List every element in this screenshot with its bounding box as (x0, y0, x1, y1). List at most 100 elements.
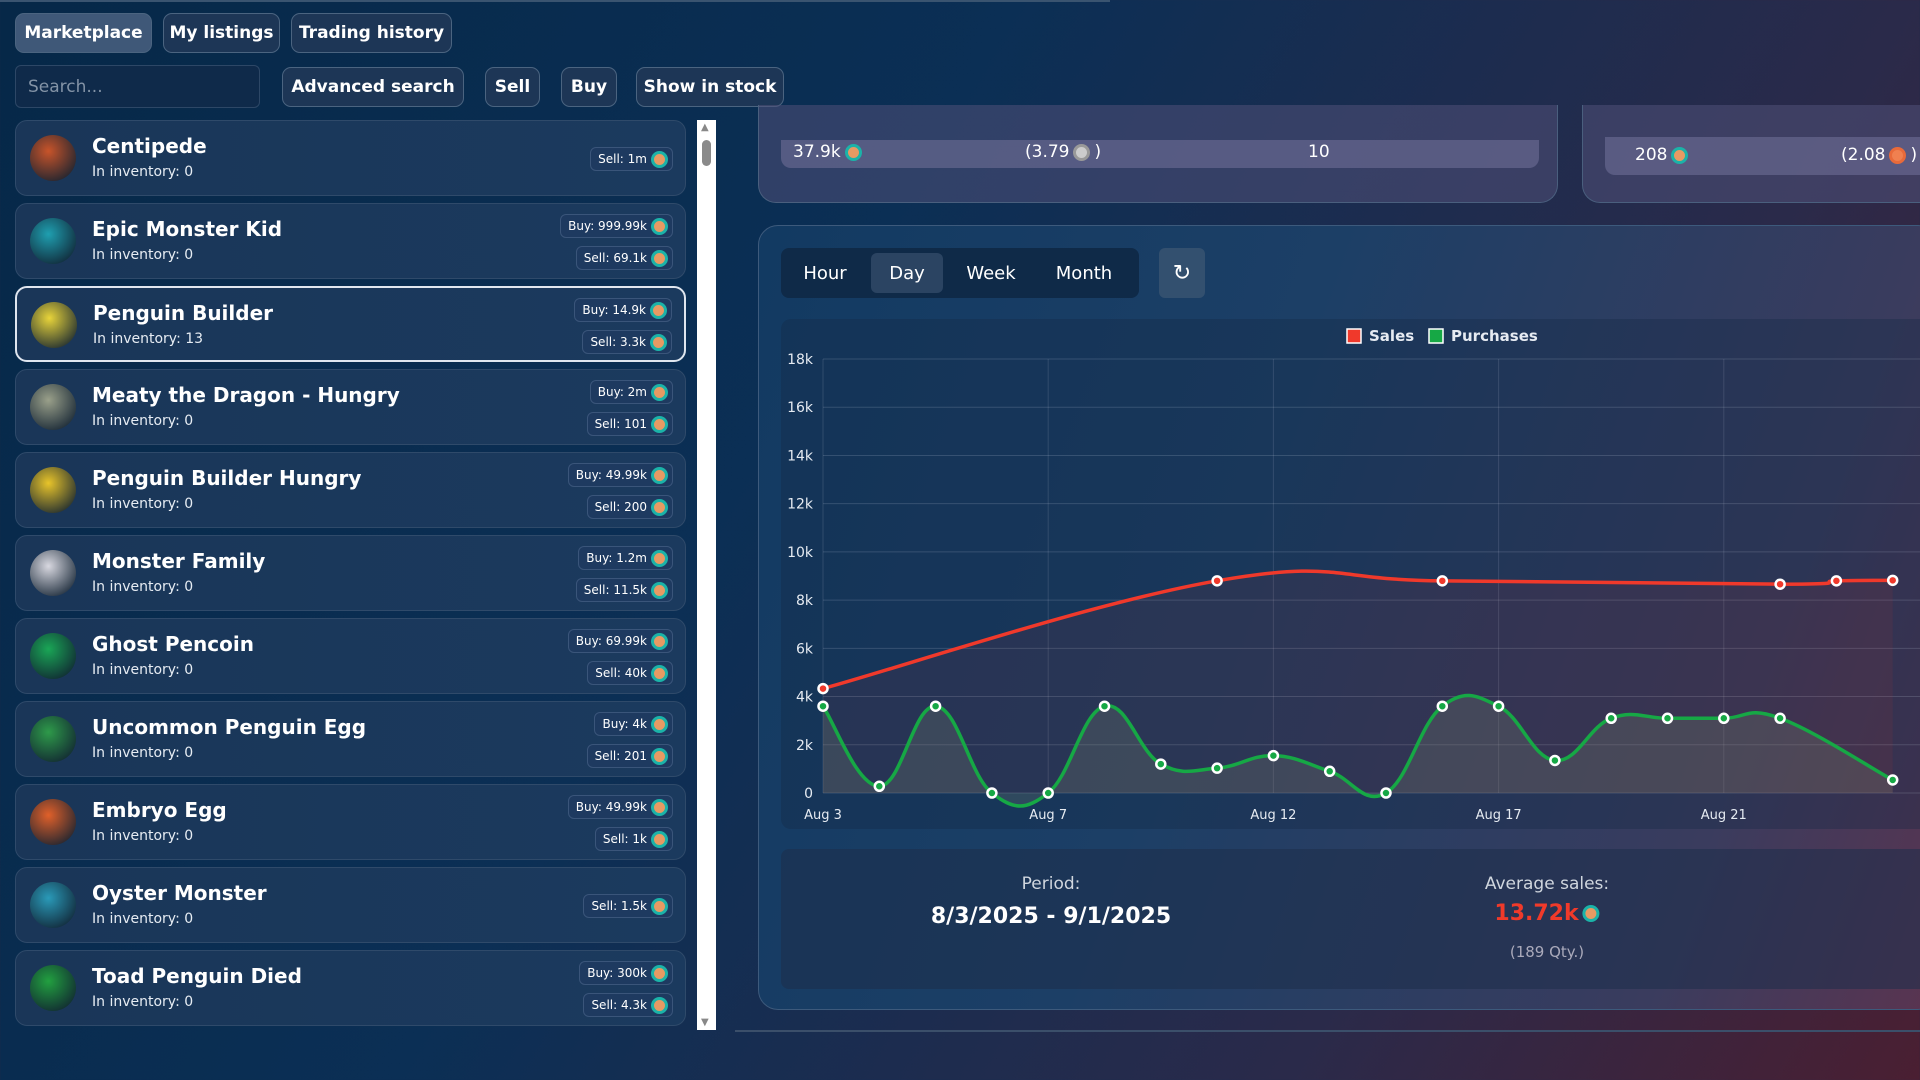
data-point-purchases (1661, 712, 1674, 725)
sell-price-badge[interactable]: Sell: 201 (586, 744, 673, 768)
item-name: Penguin Builder (93, 301, 274, 325)
item-inventory: In inventory: 13 (93, 331, 204, 347)
sell-price-badge[interactable]: Sell: 69.1k (575, 246, 673, 270)
sell-price: Sell: 11.5k (583, 583, 647, 597)
buy-price-badge[interactable]: Buy: 2m (589, 380, 673, 404)
item-card[interactable]: Oyster Monster In inventory: 0 Sell: 1.5k (15, 867, 686, 943)
series-line-sales (822, 569, 1893, 691)
coin-icon (651, 581, 668, 599)
refresh-icon[interactable]: ↻ (1159, 248, 1205, 298)
buy-price: Buy: 300k (587, 966, 647, 980)
tab-my-listings[interactable]: My listings (163, 13, 280, 53)
chart-panel: Hour Day Week Month ↻ 0 2k 4k 6k 8k 10k 12k 14k… (758, 225, 1920, 1010)
x-tick-label: Aug 12 (1250, 808, 1296, 823)
item-card[interactable]: Penguin Builder In inventory: 13 Buy: 14.… (15, 286, 686, 362)
buy-price-badge[interactable]: Buy: 14.9k (574, 298, 672, 322)
stats-row: 37.9k (3.79) 10 (781, 140, 1539, 168)
avg-sales-value: 13.72k (1494, 901, 1579, 926)
sell-price-badge[interactable]: Sell: 1.5k (583, 894, 673, 918)
show-in-stock-button[interactable]: Show in stock (636, 67, 784, 107)
item-card[interactable]: Meaty the Dragon - Hungry In inventory: … (15, 369, 686, 445)
coin-icon (651, 664, 668, 682)
range-hour[interactable]: Hour (803, 262, 847, 284)
scroll-down-icon[interactable]: ▼ (701, 1017, 709, 1028)
data-point-sales (817, 682, 829, 695)
data-point-purchases (817, 700, 829, 712)
avg-sales-label: Average sales: (1484, 874, 1610, 894)
tab-marketplace[interactable]: Marketplace (15, 13, 152, 53)
scroll-up-icon[interactable]: ▲ (701, 122, 709, 133)
item-name: Meaty the Dragon - Hungry (92, 383, 400, 407)
item-card[interactable]: Uncommon Penguin Egg In inventory: 0 Buy:… (15, 701, 686, 777)
item-inventory: In inventory: 0 (92, 413, 194, 429)
coin-icon (651, 466, 668, 484)
y-tick-label: 2k (796, 738, 814, 754)
item-inventory: In inventory: 0 (92, 579, 194, 595)
buy-price-badge[interactable]: Buy: 49.99k (567, 795, 673, 819)
legend-label: Sales (1369, 327, 1414, 345)
data-point-purchases (1886, 774, 1899, 786)
scroll-thumb[interactable] (702, 140, 711, 166)
item-icon (30, 135, 76, 181)
coin-icon (651, 830, 668, 848)
item-card[interactable]: Penguin Builder Hungry In inventory: 0 Bu… (15, 452, 686, 528)
range-week[interactable]: Week (966, 262, 1016, 284)
y-tick-label: 14k (787, 448, 814, 464)
sell-price: Sell: 40k (595, 666, 647, 680)
item-card[interactable]: Toad Penguin Died In inventory: 0 Buy: 30… (15, 950, 686, 1026)
x-tick-label: Aug 7 (1029, 808, 1067, 823)
item-inventory: In inventory: 0 (92, 911, 194, 927)
period-label: Period: (1021, 874, 1081, 894)
buy-price-badge[interactable]: Buy: 49.99k (567, 463, 673, 487)
sell-price-badge[interactable]: Sell: 3.3k (582, 330, 672, 354)
item-card[interactable]: Ghost Pencoin In inventory: 0 Buy: 69.99k… (15, 618, 686, 694)
buy-price: Buy: 999.99k (568, 219, 647, 233)
advanced-search-button[interactable]: Advanced search (282, 67, 464, 107)
y-tick-label: 12k (787, 497, 814, 513)
item-icon (30, 633, 76, 679)
item-card[interactable]: Epic Monster Kid In inventory: 0 Buy: 999… (15, 203, 686, 279)
stats-row: 208 (2.08) (1605, 137, 1920, 175)
y-tick-label: 4k (796, 690, 814, 706)
buy-price-badge[interactable]: Buy: 4k (594, 712, 673, 736)
data-point-purchases (1098, 700, 1111, 712)
sell-price: Sell: 1k (602, 832, 647, 846)
sell-price-badge[interactable]: Sell: 11.5k (575, 578, 673, 602)
item-card[interactable]: Monster Family In inventory: 0 Buy: 1.2m … (15, 535, 686, 611)
tab-trading-history[interactable]: Trading history (291, 13, 452, 53)
sell-price-badge[interactable]: Sell: 1m (590, 147, 673, 171)
sell-price-badge[interactable]: Sell: 40k (587, 661, 673, 685)
item-card[interactable]: Embryo Egg In inventory: 0 Buy: 49.99k Se… (15, 784, 686, 860)
coin-icon (651, 249, 668, 267)
period-value: 8/3/2025 - 9/1/2025 (930, 904, 1172, 929)
sell-price-badge[interactable]: Sell: 4.3k (583, 993, 673, 1017)
buy-filter-button[interactable]: Buy (561, 67, 617, 107)
sell-price-badge[interactable]: Sell: 1k (594, 827, 673, 851)
coin-icon (651, 747, 668, 765)
item-card[interactable]: Centipede In inventory: 0 Sell: 1m (15, 120, 686, 196)
buy-price-badge[interactable]: Buy: 999.99k (560, 214, 673, 238)
bottom-divider (735, 1030, 1920, 1032)
sell-filter-button[interactable]: Sell (485, 67, 540, 107)
item-name: Embryo Egg (92, 798, 227, 822)
y-tick-label: 10k (787, 545, 814, 561)
buy-price-badge[interactable]: Buy: 300k (579, 961, 673, 985)
coin-icon (651, 549, 668, 567)
range-month[interactable]: Month (1055, 262, 1113, 284)
sell-price-badge[interactable]: Sell: 200 (586, 495, 673, 519)
range-day[interactable]: Day (871, 253, 943, 293)
data-point-purchases (1267, 749, 1280, 762)
summary-box: Period: 8/3/2025 - 9/1/2025 Average sale… (781, 849, 1920, 989)
sell-price-badge[interactable]: Sell: 101 (586, 412, 673, 436)
data-point-purchases (1211, 762, 1223, 774)
list-scrollbar[interactable]: ▲ ▼ (697, 120, 716, 1030)
coin-icon (651, 798, 668, 816)
top-divider (0, 0, 1110, 2)
buy-price-badge[interactable]: Buy: 69.99k (567, 629, 673, 653)
data-point-sales (1436, 575, 1449, 587)
item-icon (30, 716, 76, 762)
buy-price-badge[interactable]: Buy: 1.2m (578, 546, 673, 570)
item-icon (30, 384, 76, 430)
search-input[interactable]: Search... (15, 65, 260, 108)
item-name: Oyster Monster (92, 881, 267, 905)
